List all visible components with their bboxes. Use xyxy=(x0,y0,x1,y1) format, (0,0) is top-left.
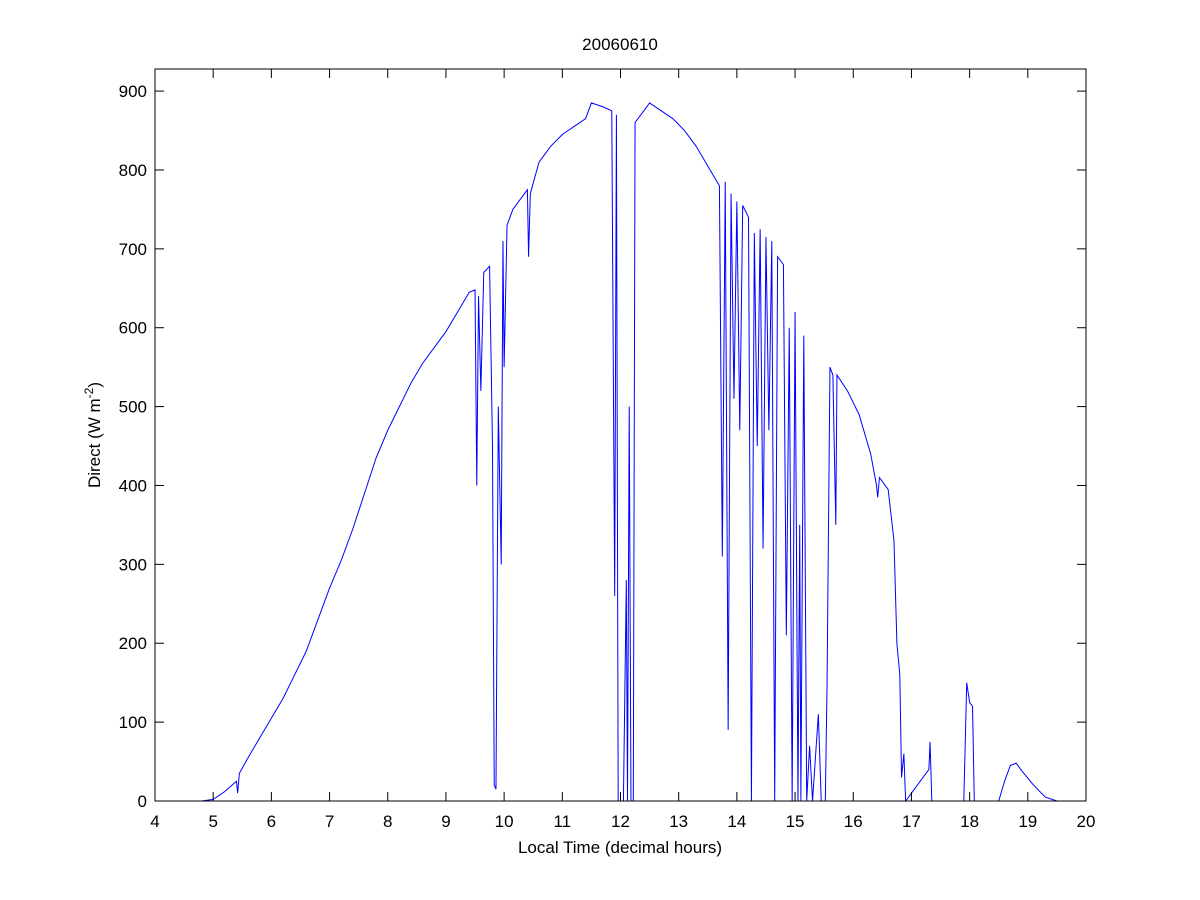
x-tick-label: 13 xyxy=(669,812,688,831)
x-tick-label: 4 xyxy=(150,812,159,831)
x-tick-label: 14 xyxy=(727,812,746,831)
data-line xyxy=(201,102,1058,803)
y-tick-label: 0 xyxy=(138,792,147,811)
x-tick-label: 8 xyxy=(383,812,392,831)
y-tick-label: 100 xyxy=(119,713,147,732)
x-axis-label: Local Time (decimal hours) xyxy=(518,838,722,857)
y-axis-label: Direct (W m-2) xyxy=(82,382,104,488)
y-label-end: ) xyxy=(85,382,104,388)
x-tick-label: 17 xyxy=(902,812,921,831)
x-tick-label: 10 xyxy=(495,812,514,831)
x-tick-label: 5 xyxy=(208,812,217,831)
x-tick-label: 7 xyxy=(325,812,334,831)
x-tick-label: 19 xyxy=(1018,812,1037,831)
y-tick-label: 600 xyxy=(119,319,147,338)
x-tick-label: 15 xyxy=(786,812,805,831)
x-tick-label: 16 xyxy=(844,812,863,831)
y-tick-label: 800 xyxy=(119,161,147,180)
y-tick-label: 900 xyxy=(119,82,147,101)
y-label-text: Direct (W m xyxy=(85,398,104,488)
y-tick-label: 500 xyxy=(119,398,147,417)
x-tick-label: 9 xyxy=(441,812,450,831)
y-label-superscript: -2 xyxy=(82,387,96,398)
y-tick-label: 200 xyxy=(119,634,147,653)
x-tick-label: 20 xyxy=(1077,812,1096,831)
y-tick-label: 700 xyxy=(119,240,147,259)
x-tick-label: 6 xyxy=(267,812,276,831)
y-tick-label: 300 xyxy=(119,555,147,574)
x-tick-label: 12 xyxy=(611,812,630,831)
x-tick-label: 18 xyxy=(960,812,979,831)
chart-title: 20060610 xyxy=(582,35,658,54)
x-tick-label: 11 xyxy=(553,812,571,831)
y-tick-label: 400 xyxy=(119,476,147,495)
